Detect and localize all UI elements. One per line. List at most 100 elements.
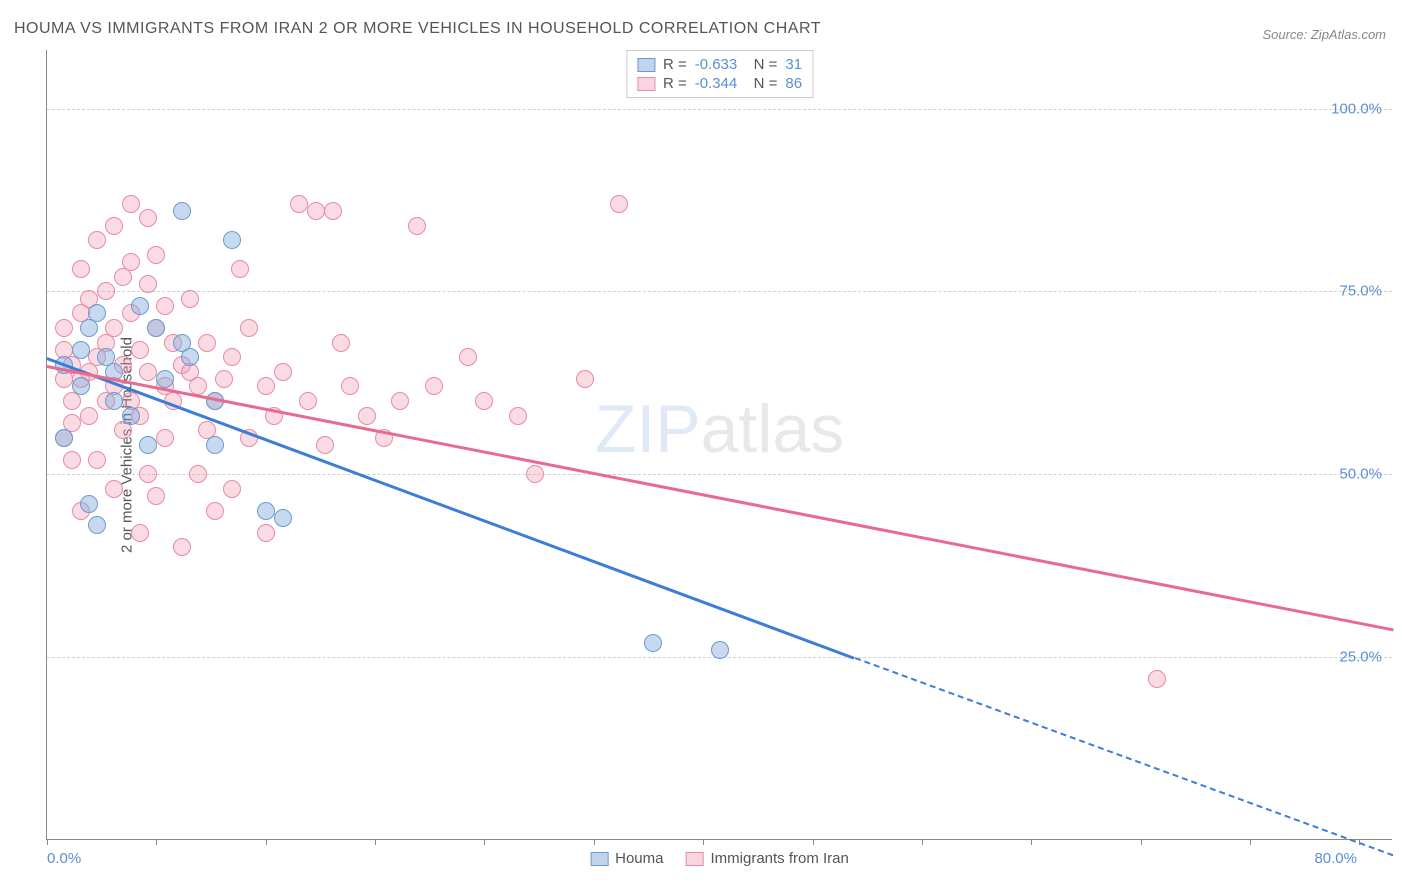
scatter-point-blue bbox=[156, 370, 174, 388]
scatter-point-pink bbox=[198, 334, 216, 352]
x-tick bbox=[703, 839, 704, 845]
scatter-point-blue bbox=[122, 407, 140, 425]
scatter-point-blue bbox=[131, 297, 149, 315]
scatter-point-pink bbox=[105, 480, 123, 498]
x-tick bbox=[266, 839, 267, 845]
scatter-point-pink bbox=[526, 465, 544, 483]
y-tick-label: 75.0% bbox=[1339, 283, 1382, 300]
scatter-point-pink bbox=[408, 217, 426, 235]
scatter-point-blue bbox=[274, 509, 292, 527]
y-tick-label: 50.0% bbox=[1339, 466, 1382, 483]
scatter-point-pink bbox=[105, 319, 123, 337]
scatter-point-pink bbox=[72, 260, 90, 278]
gridline bbox=[47, 109, 1392, 110]
scatter-point-pink bbox=[290, 195, 308, 213]
trend-line-pink bbox=[47, 365, 1393, 631]
x-tick bbox=[1031, 839, 1032, 845]
scatter-point-pink bbox=[122, 253, 140, 271]
scatter-point-pink bbox=[324, 202, 342, 220]
scatter-point-pink bbox=[122, 195, 140, 213]
stat-r-label: R = bbox=[663, 75, 687, 92]
scatter-point-pink bbox=[391, 392, 409, 410]
scatter-point-blue bbox=[644, 634, 662, 652]
stats-row-blue: R = -0.633 N = 31 bbox=[637, 55, 802, 74]
x-tick bbox=[1250, 839, 1251, 845]
scatter-point-pink bbox=[147, 246, 165, 264]
scatter-point-blue bbox=[257, 502, 275, 520]
stat-n-label: N = bbox=[745, 75, 777, 92]
legend-label: Houma bbox=[615, 850, 663, 867]
scatter-point-pink bbox=[156, 297, 174, 315]
scatter-point-pink bbox=[274, 363, 292, 381]
scatter-point-pink bbox=[139, 465, 157, 483]
scatter-point-pink bbox=[156, 429, 174, 447]
watermark-zip: ZIP bbox=[595, 391, 701, 467]
scatter-point-blue bbox=[72, 377, 90, 395]
scatter-point-blue bbox=[88, 304, 106, 322]
scatter-point-pink bbox=[80, 407, 98, 425]
scatter-point-pink bbox=[358, 407, 376, 425]
scatter-point-pink bbox=[299, 392, 317, 410]
scatter-point-pink bbox=[63, 451, 81, 469]
scatter-point-pink bbox=[139, 209, 157, 227]
x-tick bbox=[922, 839, 923, 845]
scatter-point-blue bbox=[139, 436, 157, 454]
scatter-point-pink bbox=[509, 407, 527, 425]
y-tick-label: 100.0% bbox=[1331, 100, 1382, 117]
scatter-point-pink bbox=[215, 370, 233, 388]
scatter-point-pink bbox=[139, 363, 157, 381]
trend-line-blue bbox=[47, 357, 855, 659]
x-tick bbox=[375, 839, 376, 845]
scatter-point-pink bbox=[341, 377, 359, 395]
stat-n-value: 31 bbox=[785, 56, 802, 73]
scatter-point-blue bbox=[173, 202, 191, 220]
legend-item-iran: Immigrants from Iran bbox=[685, 850, 848, 867]
legend: Houma Immigrants from Iran bbox=[590, 850, 849, 867]
trend-line-blue-dashed bbox=[854, 657, 1393, 857]
x-tick bbox=[156, 839, 157, 845]
scatter-point-pink bbox=[206, 502, 224, 520]
legend-item-houma: Houma bbox=[590, 850, 663, 867]
gridline bbox=[47, 474, 1392, 475]
scatter-point-pink bbox=[610, 195, 628, 213]
x-axis-max-label: 80.0% bbox=[1314, 850, 1357, 867]
stats-box: R = -0.633 N = 31 R = -0.344 N = 86 bbox=[626, 50, 813, 98]
scatter-point-pink bbox=[131, 524, 149, 542]
scatter-point-pink bbox=[240, 319, 258, 337]
plot-area: 2 or more Vehicles in Household 0.0% 80.… bbox=[46, 50, 1392, 840]
scatter-point-pink bbox=[105, 217, 123, 235]
scatter-point-pink bbox=[307, 202, 325, 220]
scatter-point-pink bbox=[257, 524, 275, 542]
swatch-pink-icon bbox=[637, 77, 655, 91]
x-tick bbox=[484, 839, 485, 845]
scatter-point-pink bbox=[459, 348, 477, 366]
source-label: Source: ZipAtlas.com bbox=[1262, 27, 1386, 42]
chart-title: HOUMA VS IMMIGRANTS FROM IRAN 2 OR MORE … bbox=[14, 20, 821, 38]
watermark-atlas: atlas bbox=[701, 391, 845, 467]
scatter-point-pink bbox=[231, 260, 249, 278]
scatter-point-pink bbox=[425, 377, 443, 395]
scatter-point-pink bbox=[223, 348, 241, 366]
watermark: ZIPatlas bbox=[595, 390, 844, 468]
scatter-point-pink bbox=[147, 487, 165, 505]
x-tick bbox=[1141, 839, 1142, 845]
scatter-point-pink bbox=[88, 231, 106, 249]
scatter-point-blue bbox=[711, 641, 729, 659]
swatch-blue-icon bbox=[590, 852, 608, 866]
scatter-point-pink bbox=[55, 319, 73, 337]
scatter-point-pink bbox=[223, 480, 241, 498]
scatter-point-pink bbox=[257, 377, 275, 395]
scatter-point-blue bbox=[55, 429, 73, 447]
scatter-point-pink bbox=[181, 290, 199, 308]
scatter-point-pink bbox=[97, 282, 115, 300]
scatter-point-pink bbox=[88, 451, 106, 469]
scatter-point-blue bbox=[147, 319, 165, 337]
x-tick bbox=[594, 839, 595, 845]
stat-r-value: -0.344 bbox=[695, 75, 738, 92]
scatter-point-pink bbox=[131, 341, 149, 359]
x-axis-min-label: 0.0% bbox=[47, 850, 81, 867]
scatter-point-blue bbox=[88, 516, 106, 534]
stats-row-pink: R = -0.344 N = 86 bbox=[637, 74, 802, 93]
y-tick-label: 25.0% bbox=[1339, 649, 1382, 666]
scatter-point-pink bbox=[475, 392, 493, 410]
